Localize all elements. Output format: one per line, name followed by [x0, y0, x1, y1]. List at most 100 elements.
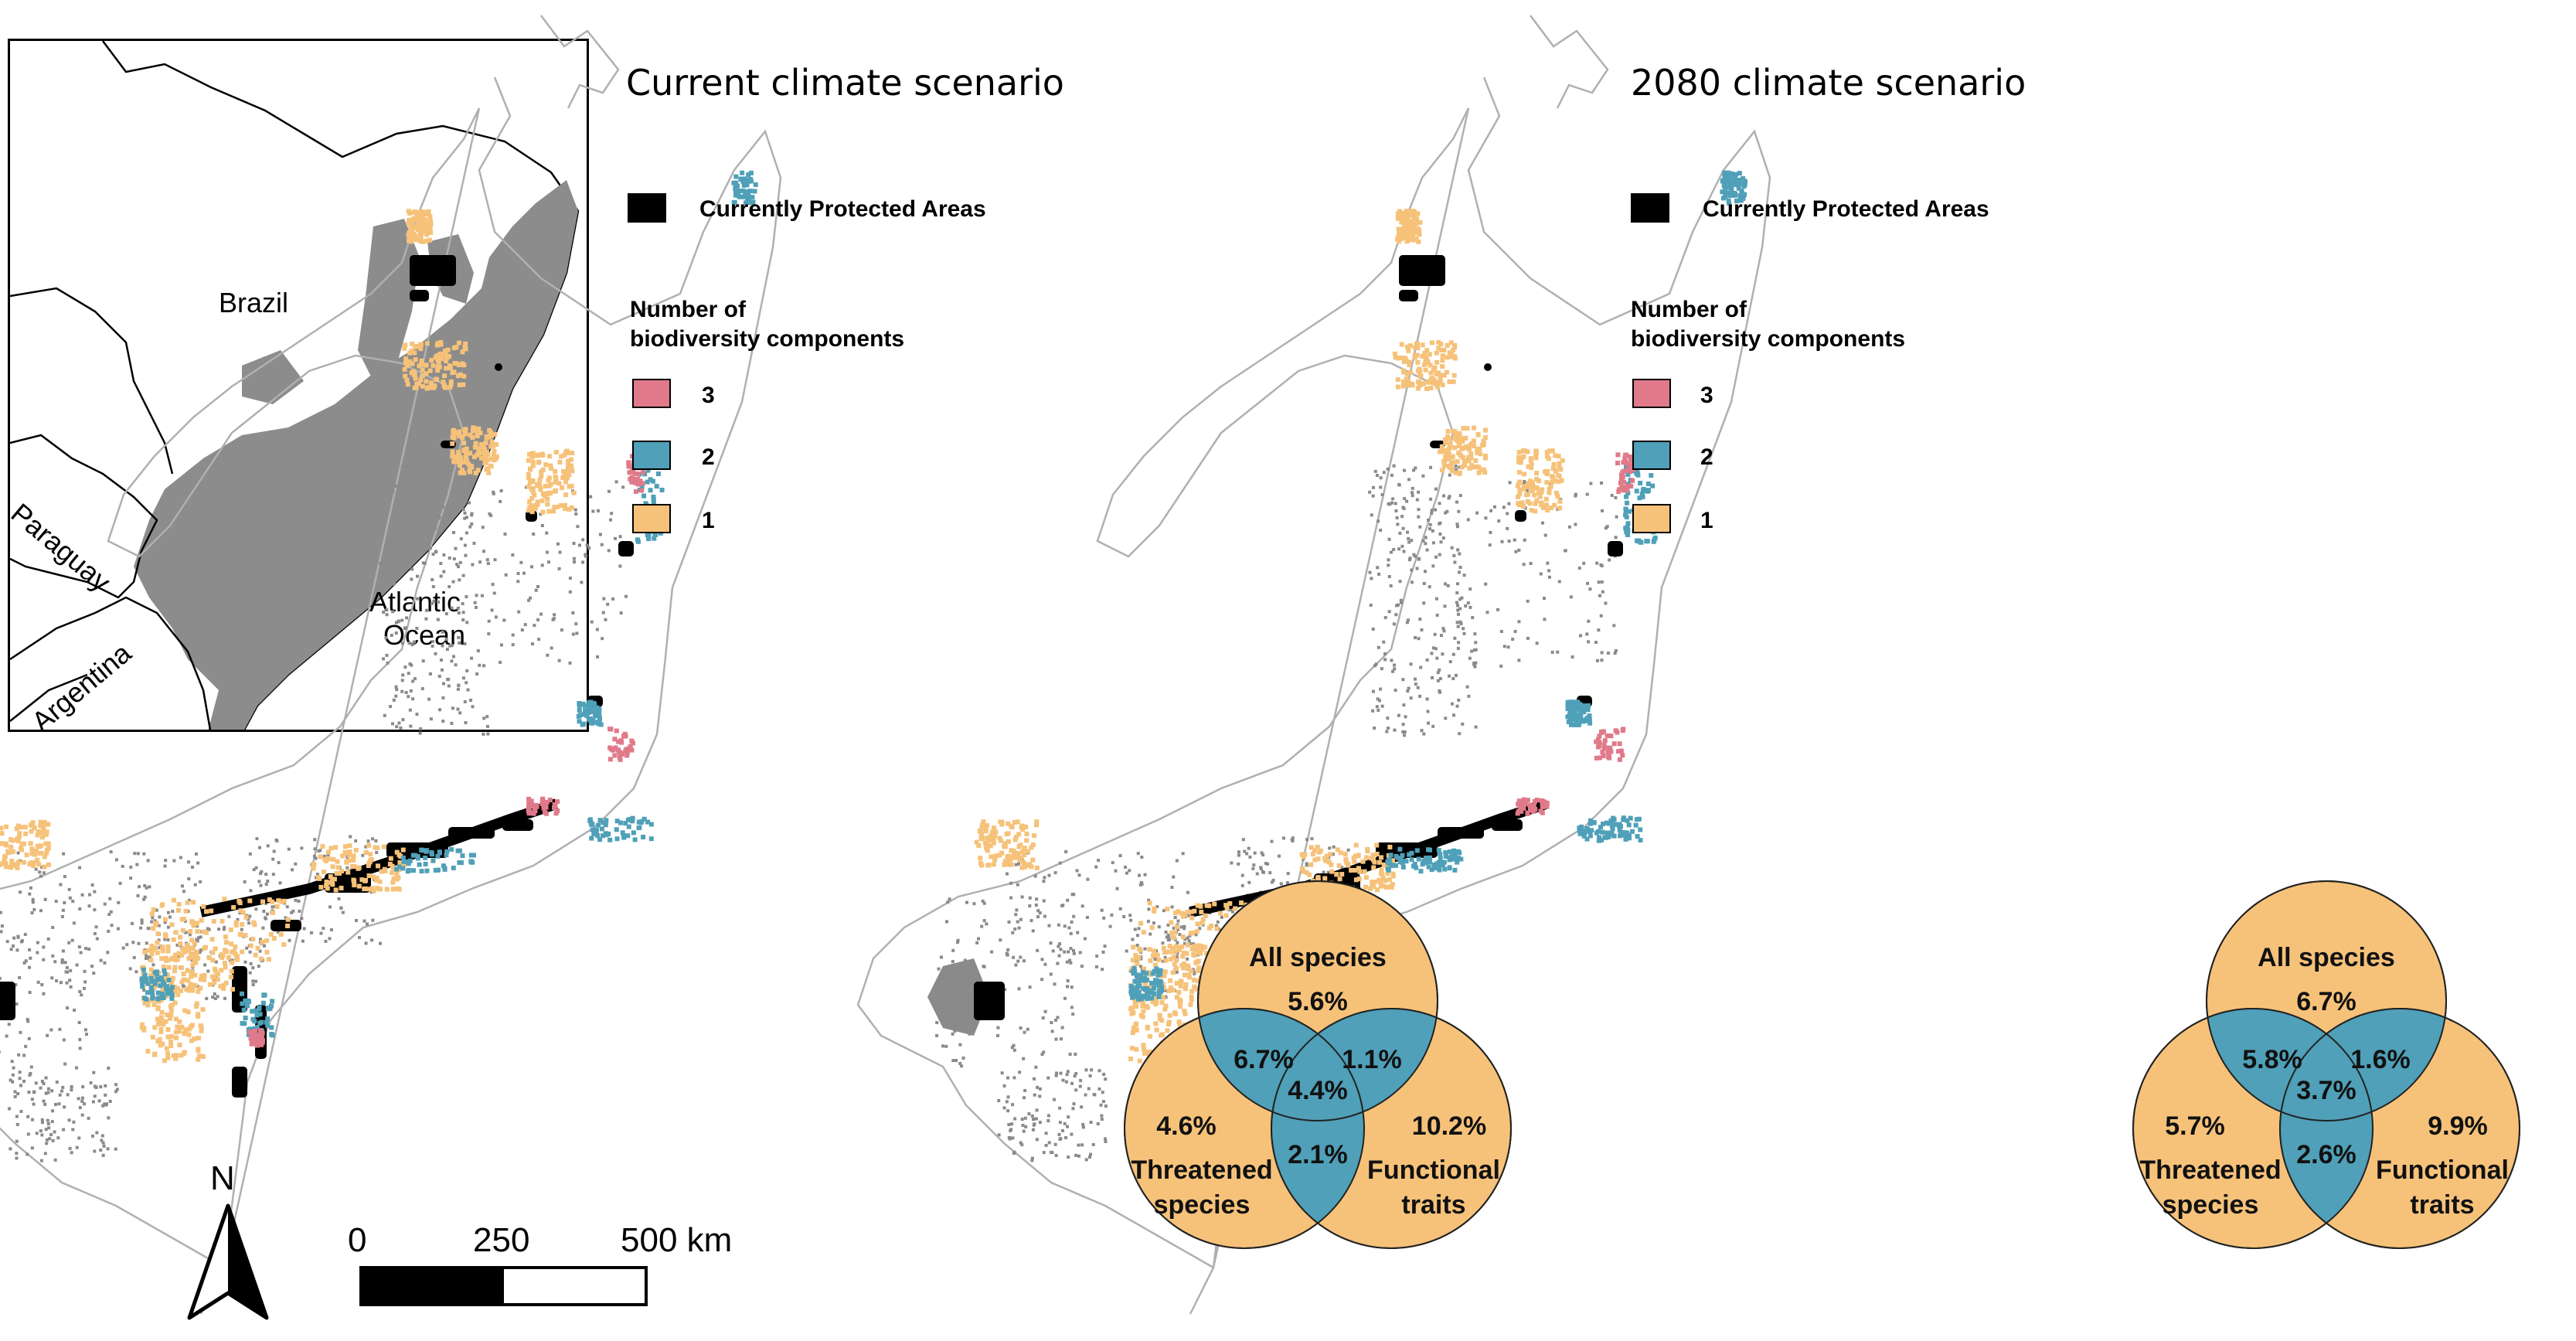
forest-remnant-dot [1540, 521, 1544, 525]
forest-remnant-dot [27, 1091, 31, 1094]
forest-remnant-dot [258, 846, 262, 849]
component-1-cell [1194, 986, 1200, 992]
component-1-cell [1174, 924, 1179, 930]
component-2-cell [259, 1019, 264, 1025]
forest-remnant-dot [464, 720, 468, 724]
forest-remnant-dot [1438, 677, 1442, 681]
forest-remnant-dot [1395, 516, 1399, 519]
component-1-cell [1423, 367, 1428, 373]
component-1-cell [1471, 438, 1476, 444]
component-3-cell [635, 477, 640, 482]
forest-remnant-dot [1444, 716, 1448, 720]
component-1-cell [1002, 859, 1008, 864]
forest-remnant-dot [459, 479, 463, 483]
component-1-cell [553, 474, 558, 479]
forest-remnant-dot [101, 1141, 105, 1145]
component-1-cell [408, 230, 413, 236]
forest-remnant-dot [1241, 838, 1245, 842]
forest-remnant-dot [1067, 926, 1071, 930]
component-2-cell [607, 837, 613, 842]
forest-remnant-dot [1417, 637, 1421, 641]
component-2-cell [1638, 481, 1643, 486]
forest-remnant-dot [1428, 465, 1432, 469]
component-1-cell [1395, 384, 1400, 390]
forest-remnant-dot [190, 958, 194, 962]
component-2-cell [1569, 722, 1574, 727]
component-1-cell [1387, 884, 1392, 890]
component-1-cell [221, 986, 226, 992]
forest-remnant-dot [187, 860, 191, 864]
component-1-cell [1379, 867, 1384, 873]
component-1-cell [1453, 470, 1458, 475]
forest-remnant-dot [1430, 652, 1434, 655]
forest-remnant-dot [953, 1030, 957, 1033]
component-2-cell [746, 172, 751, 177]
component-2-cell [1440, 863, 1445, 868]
component-1-cell [0, 860, 5, 866]
forest-remnant-dot [1305, 862, 1308, 866]
component-2-cell [597, 837, 603, 842]
component-2-cell [1584, 825, 1590, 831]
component-1-cell [166, 1013, 172, 1018]
component-2-cell [606, 831, 611, 836]
forest-remnant-dot [1074, 1052, 1077, 1056]
forest-remnant-dot [1059, 948, 1063, 951]
forest-remnant-dot [1411, 491, 1414, 495]
forest-remnant-dot [1332, 845, 1336, 849]
forest-remnant-dot [1118, 907, 1122, 910]
component-1-cell [228, 975, 233, 980]
component-2-cell [1579, 704, 1584, 710]
component-1-cell [213, 946, 218, 951]
forest-remnant-dot [164, 859, 168, 863]
border-line-1 [10, 287, 174, 475]
component-1-cell [191, 900, 196, 905]
forest-remnant-dot [419, 538, 423, 542]
forest-remnant-dot [1104, 1077, 1108, 1081]
component-1-cell [416, 227, 421, 233]
component-1-cell [183, 908, 189, 914]
forest-remnant-dot [406, 488, 410, 492]
forest-remnant-dot [1401, 526, 1405, 530]
component-1-cell [151, 984, 157, 989]
forest-remnant-dot [1071, 948, 1075, 952]
component-2-cell [1134, 987, 1139, 992]
component-1-cell [1451, 379, 1456, 384]
component-1-cell [175, 1024, 180, 1030]
component-1-cell [539, 498, 545, 503]
component-2-cell [596, 721, 601, 727]
component-1-cell [526, 484, 531, 489]
forest-remnant-dot [230, 958, 234, 962]
component-1-cell [1540, 487, 1545, 492]
component-1-cell [526, 475, 532, 481]
forest-remnant-dot [284, 916, 288, 920]
component-2-cell [1584, 836, 1590, 842]
component-2-cell [1635, 538, 1640, 543]
component-3-cell [253, 1028, 258, 1033]
forest-remnant-dot [59, 883, 63, 887]
component-1-cell [1448, 354, 1454, 359]
component-1-cell [1447, 436, 1452, 441]
forest-remnant-dot [1523, 480, 1526, 484]
forest-remnant-dot [460, 488, 464, 492]
component-1-cell [177, 1019, 182, 1024]
component-1-cell [1526, 484, 1532, 489]
component-1-cell [1357, 869, 1363, 874]
forest-remnant-dot [1387, 575, 1391, 579]
forest-remnant-dot [1606, 652, 1610, 655]
forest-remnant-dot [1392, 464, 1396, 468]
forest-remnant-dot [1604, 526, 1608, 530]
component-1-cell [1189, 989, 1195, 994]
forest-remnant-dot [533, 624, 536, 628]
forest-remnant-dot [80, 1113, 84, 1117]
forest-remnant-dot [1439, 540, 1443, 544]
component-1-cell [1370, 880, 1375, 885]
component-2-cell [1137, 994, 1142, 999]
component-1-cell [1383, 878, 1388, 883]
forest-remnant-dot [401, 549, 405, 553]
forest-remnant-dot [9, 948, 13, 951]
forest-remnant-dot [1020, 895, 1024, 899]
forest-remnant-dot [1055, 1071, 1059, 1075]
forest-remnant-dot [468, 485, 472, 488]
component-1-cell [1179, 963, 1185, 968]
component-2-cell [257, 1012, 263, 1017]
